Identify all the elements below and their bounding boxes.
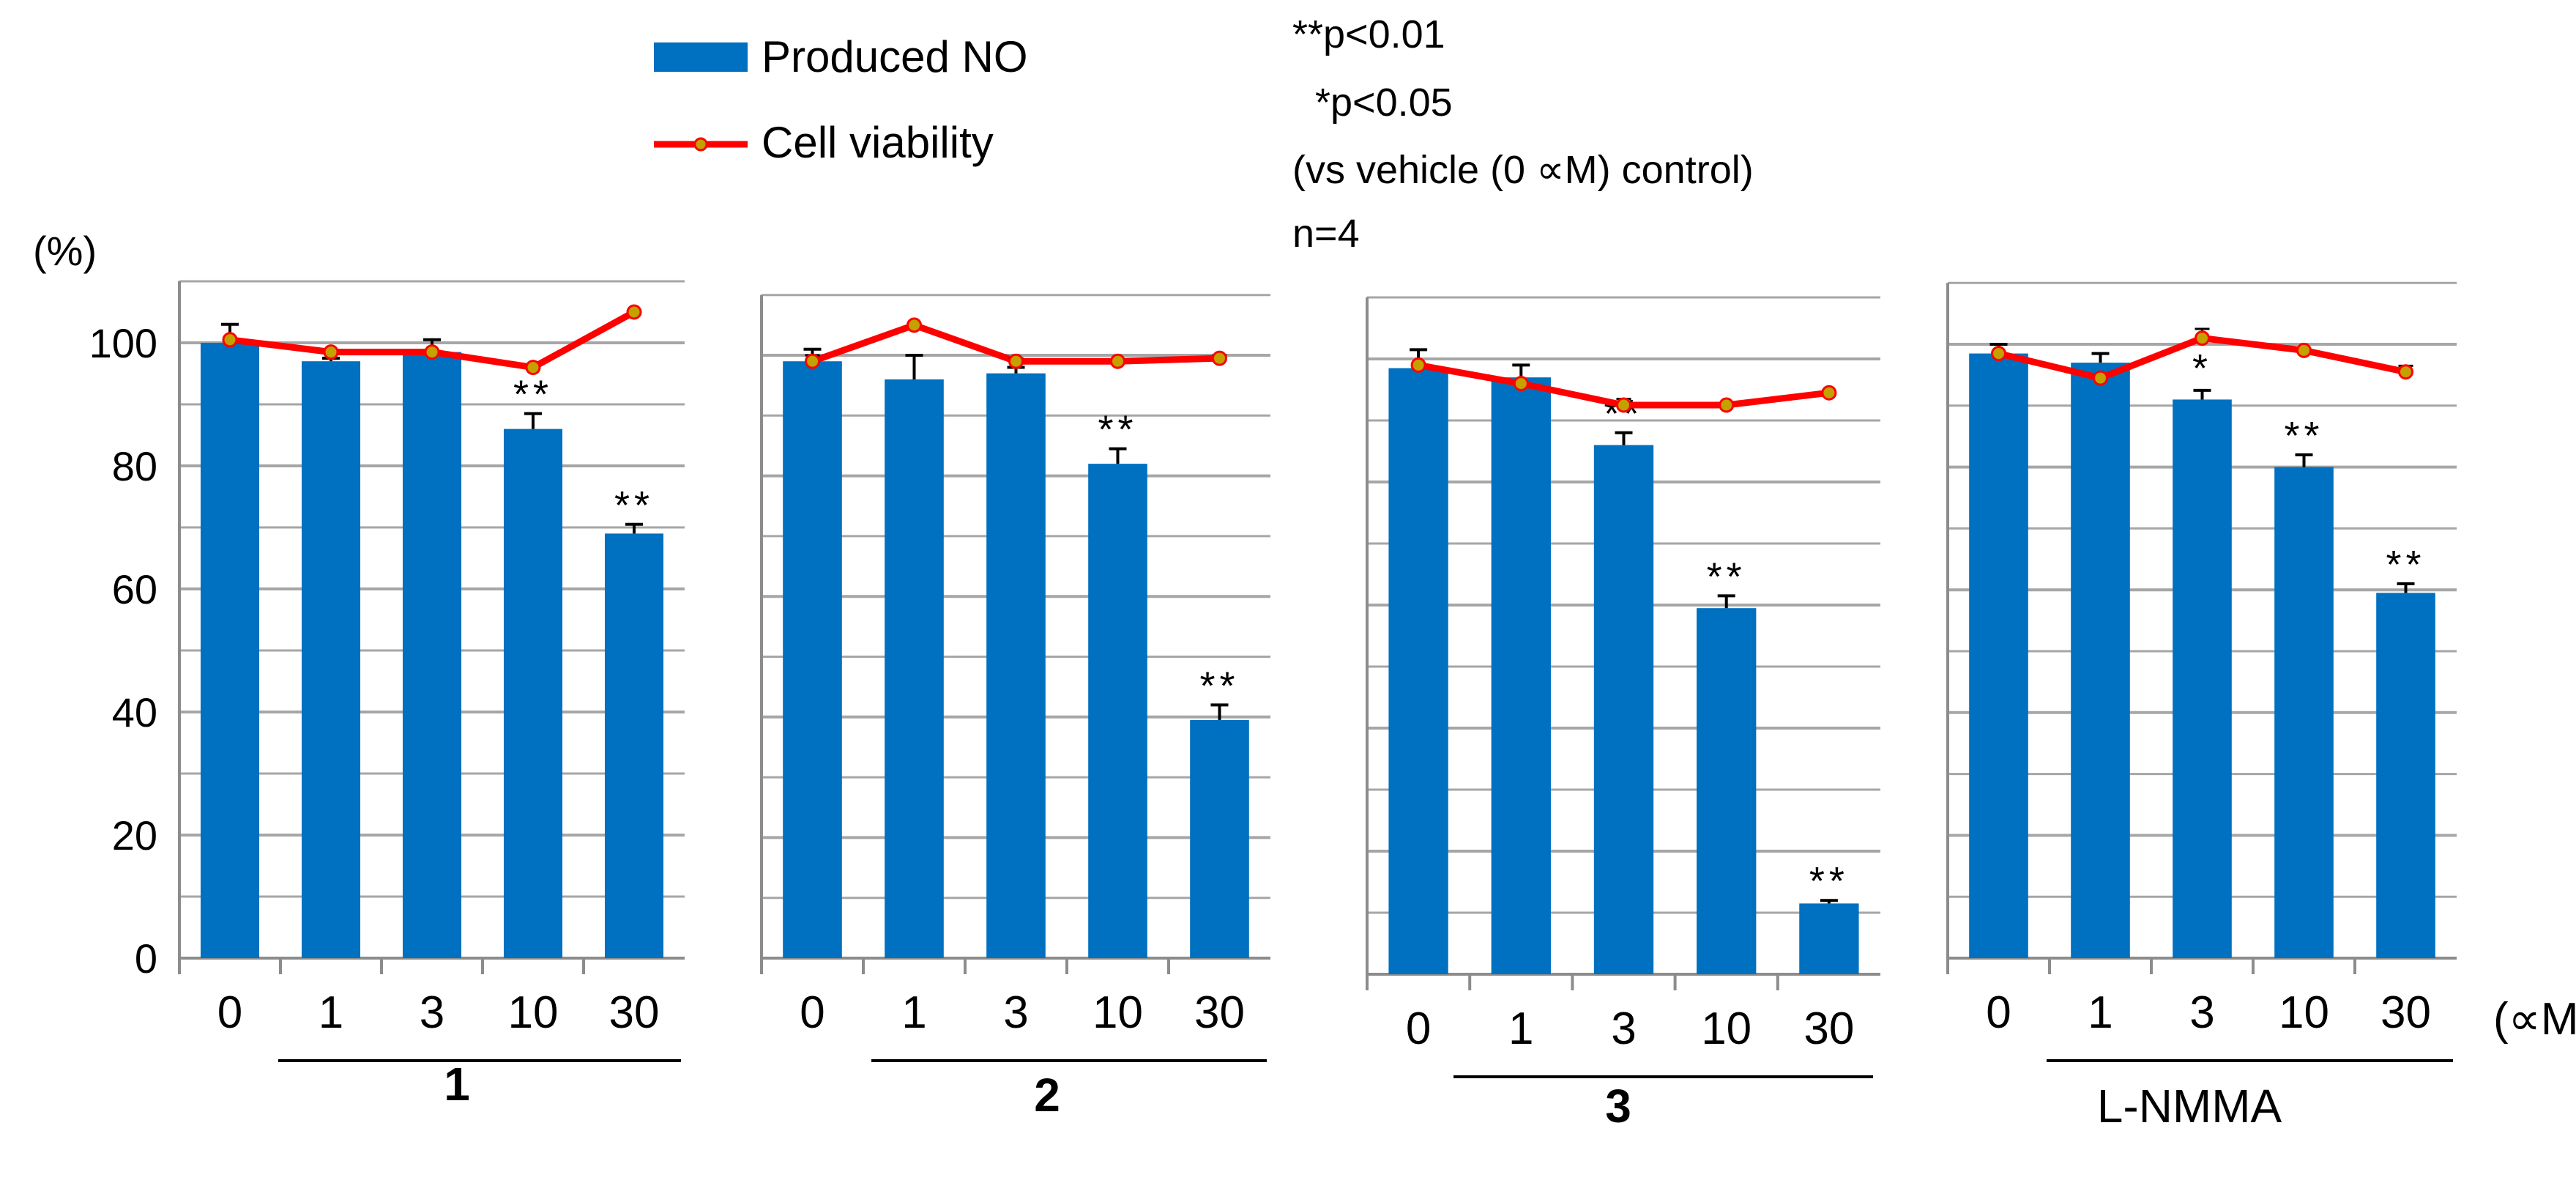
bar-produced-no	[1593, 445, 1654, 974]
bar-produced-no	[503, 429, 563, 958]
x-tick-label: 3	[420, 987, 444, 1038]
line-point	[1821, 385, 1837, 401]
line-point	[323, 344, 339, 360]
line-point	[2093, 370, 2108, 386]
significance-marker: **	[2284, 414, 2323, 458]
line-point	[1616, 397, 1631, 413]
bar-produced-no	[783, 361, 842, 959]
legend: Produced NO Cell viability	[654, 32, 1028, 167]
bar-produced-no	[2173, 399, 2232, 958]
bar-produced-no	[885, 379, 944, 958]
note-vs-control: (vs vehicle (0 ∝M) control)	[1292, 148, 1754, 192]
bar-produced-no	[301, 361, 361, 958]
significance-notes: **p<0.01 *p<0.05 (vs vehicle (0 ∝M) cont…	[1292, 12, 1754, 256]
line-point	[805, 353, 820, 369]
x-tick-label: 1	[319, 987, 343, 1038]
bar-produced-no	[2376, 593, 2435, 958]
x-tick-label: 1	[901, 987, 926, 1038]
legend-line-marker	[693, 137, 708, 152]
bar-produced-no	[1088, 464, 1147, 958]
significance-marker: **	[1199, 664, 1239, 708]
x-tick-label: 10	[1701, 1004, 1752, 1054]
line-point	[525, 360, 541, 376]
significance-marker: **	[1809, 859, 1849, 903]
significance-marker: *	[2192, 346, 2212, 390]
bar-produced-no	[604, 533, 664, 958]
group-label: 3	[1605, 1080, 1631, 1132]
line-point	[2296, 342, 2312, 358]
note-p-double: **p<0.01	[1292, 12, 1445, 56]
x-tick-label: 0	[1406, 1004, 1431, 1054]
x-tick-label: 0	[1986, 987, 2011, 1038]
y-tick-label: 80	[112, 443, 157, 489]
x-tick-label: 30	[1803, 1004, 1854, 1054]
bar-produced-no	[402, 352, 462, 959]
bar-produced-no	[2274, 467, 2334, 958]
legend-bar-swatch	[654, 42, 748, 72]
bar-produced-no	[1799, 903, 1859, 974]
bar-produced-no	[1388, 368, 1448, 975]
line-point	[626, 304, 642, 320]
line-point	[1212, 350, 1227, 366]
significance-marker: **	[513, 373, 553, 417]
bar-produced-no	[2071, 363, 2130, 958]
y-tick-label: 0	[135, 935, 157, 982]
bar-produced-no	[1190, 719, 1249, 958]
line-point	[907, 317, 922, 333]
x-tick-label: 10	[508, 987, 559, 1038]
chart-panel-3: 0 1**3**10**303	[1366, 296, 1880, 1132]
y-tick-label: 100	[89, 320, 157, 366]
x-tick-label: 3	[2189, 987, 2214, 1038]
line-point	[2195, 330, 2210, 346]
x-tick-label: 1	[1508, 1004, 1533, 1054]
y-tick-label: 40	[112, 689, 157, 735]
x-tick-label: 10	[2279, 987, 2329, 1038]
x-tick-label: 30	[1194, 987, 1245, 1038]
y-unit-label: (%)	[33, 228, 97, 274]
group-label: 2	[1034, 1069, 1060, 1121]
note-p-single: *p<0.05	[1315, 81, 1453, 125]
line-point	[424, 344, 440, 360]
line-point	[1410, 357, 1426, 373]
x-tick-label: 0	[217, 987, 242, 1038]
group-label: L-NMMA	[2097, 1080, 2282, 1132]
x-tick-label: 30	[2380, 987, 2431, 1038]
bar-produced-no	[1491, 377, 1551, 974]
legend-line-label: Cell viability	[762, 118, 994, 167]
line-point	[1008, 353, 1024, 369]
line-point	[1513, 376, 1529, 392]
x-tick-label: 10	[1092, 987, 1143, 1038]
bar-produced-no	[1969, 353, 2028, 958]
x-unit-label: (∝M)	[2493, 994, 2576, 1045]
x-tick-label: 1	[2088, 987, 2112, 1038]
bar-produced-no	[986, 373, 1046, 958]
line-point	[1719, 397, 1735, 413]
bar-produced-no	[1697, 608, 1757, 974]
x-tick-label: 0	[800, 987, 824, 1038]
y-tick-label: 20	[112, 812, 157, 858]
x-tick-label: 30	[609, 987, 660, 1038]
line-point	[1110, 353, 1125, 369]
bar-produced-no	[200, 343, 260, 958]
significance-marker: **	[1098, 408, 1137, 452]
y-tick-label: 60	[112, 566, 157, 612]
x-tick-label: 3	[1003, 987, 1028, 1038]
note-n: n=4	[1292, 212, 1360, 256]
group-label: 1	[444, 1058, 470, 1110]
line-point	[1991, 346, 2006, 362]
legend-bar-label: Produced NO	[762, 32, 1028, 81]
line-point	[2398, 364, 2413, 380]
x-tick-label: 3	[1611, 1004, 1636, 1054]
significance-marker: **	[1707, 555, 1746, 598]
chart-panel-4: 0 1 * 3 ** 10 ** 30 L-NMMA	[1946, 281, 2457, 1132]
line-point	[222, 332, 238, 348]
chart-panel-2: 0 1 3 ** 10 ** 30 2	[760, 294, 1270, 1121]
significance-marker: **	[614, 483, 654, 527]
significance-marker: **	[2386, 543, 2425, 587]
